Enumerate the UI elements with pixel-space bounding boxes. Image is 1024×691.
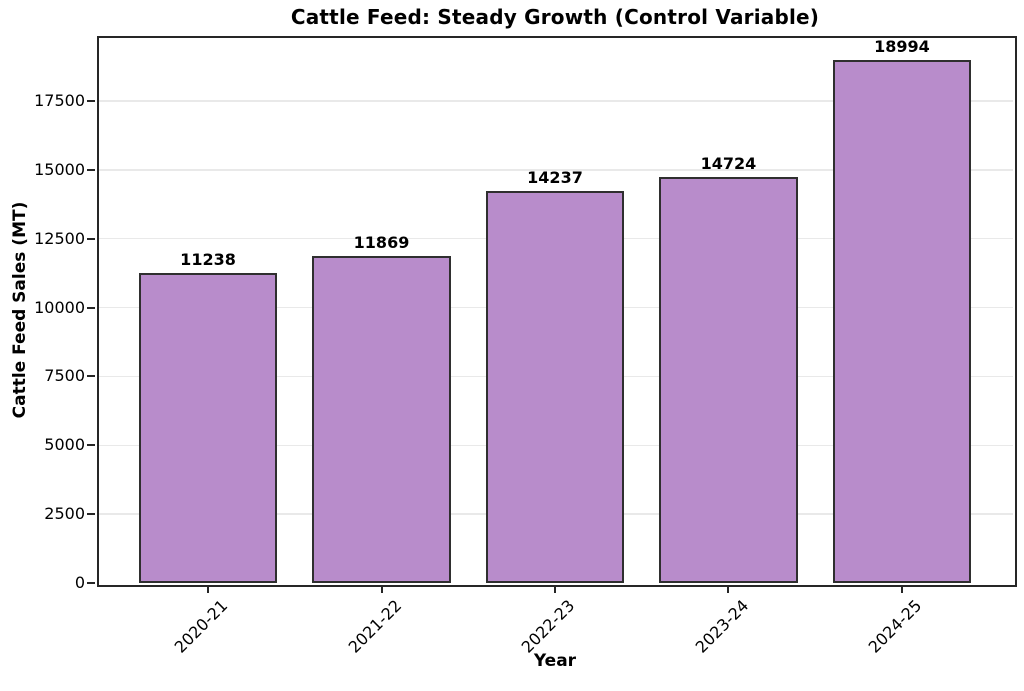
- x-tick-mark: [554, 585, 556, 593]
- y-tick-mark: [87, 513, 95, 516]
- x-axis-label: Year: [533, 651, 577, 671]
- y-tick-mark: [87, 444, 95, 447]
- chart-title: Cattle Feed: Steady Growth (Control Vari…: [290, 5, 820, 29]
- x-tick-label: 2021-22: [344, 596, 405, 657]
- x-tick-label: 2024-25: [864, 596, 926, 657]
- x-tick-mark: [207, 585, 210, 593]
- y-tick-mark: [87, 306, 95, 309]
- bar: [485, 190, 625, 583]
- y-tick-mark: [87, 375, 95, 378]
- y-tick-label: 15000: [34, 159, 85, 179]
- x-tick-mark: [727, 585, 730, 593]
- gridline: [97, 100, 1013, 102]
- x-tick-label: 2022-23: [517, 596, 579, 657]
- y-tick-label: 0: [74, 573, 85, 592]
- y-tick-label: 17500: [34, 91, 85, 110]
- bar-value-label: 18994: [874, 36, 930, 56]
- gridline: [97, 169, 1013, 171]
- bar-value-label: 14724: [700, 154, 757, 174]
- x-tick-label: 2020-21: [170, 596, 232, 657]
- y-tick-mark: [87, 168, 95, 171]
- x-tick-mark: [380, 585, 383, 593]
- bar-value-label: 11869: [353, 233, 410, 253]
- x-tick-mark: [900, 585, 903, 593]
- y-tick-mark: [87, 582, 95, 584]
- y-tick-label: 5000: [44, 435, 85, 455]
- bar-value-label: 14237: [527, 167, 583, 187]
- y-tick-label: 7500: [44, 366, 85, 386]
- bar: [659, 177, 798, 583]
- bar: [312, 256, 451, 583]
- bar: [138, 273, 278, 583]
- y-tick-label: 12500: [34, 228, 85, 248]
- x-tick-label: 2023-24: [691, 596, 752, 657]
- y-tick-mark: [87, 237, 95, 240]
- y-tick-mark: [87, 100, 95, 102]
- bar: [832, 59, 972, 583]
- y-tick-label: 2500: [44, 504, 85, 524]
- bar-value-label: 11238: [180, 250, 236, 270]
- y-tick-label: 10000: [34, 297, 85, 317]
